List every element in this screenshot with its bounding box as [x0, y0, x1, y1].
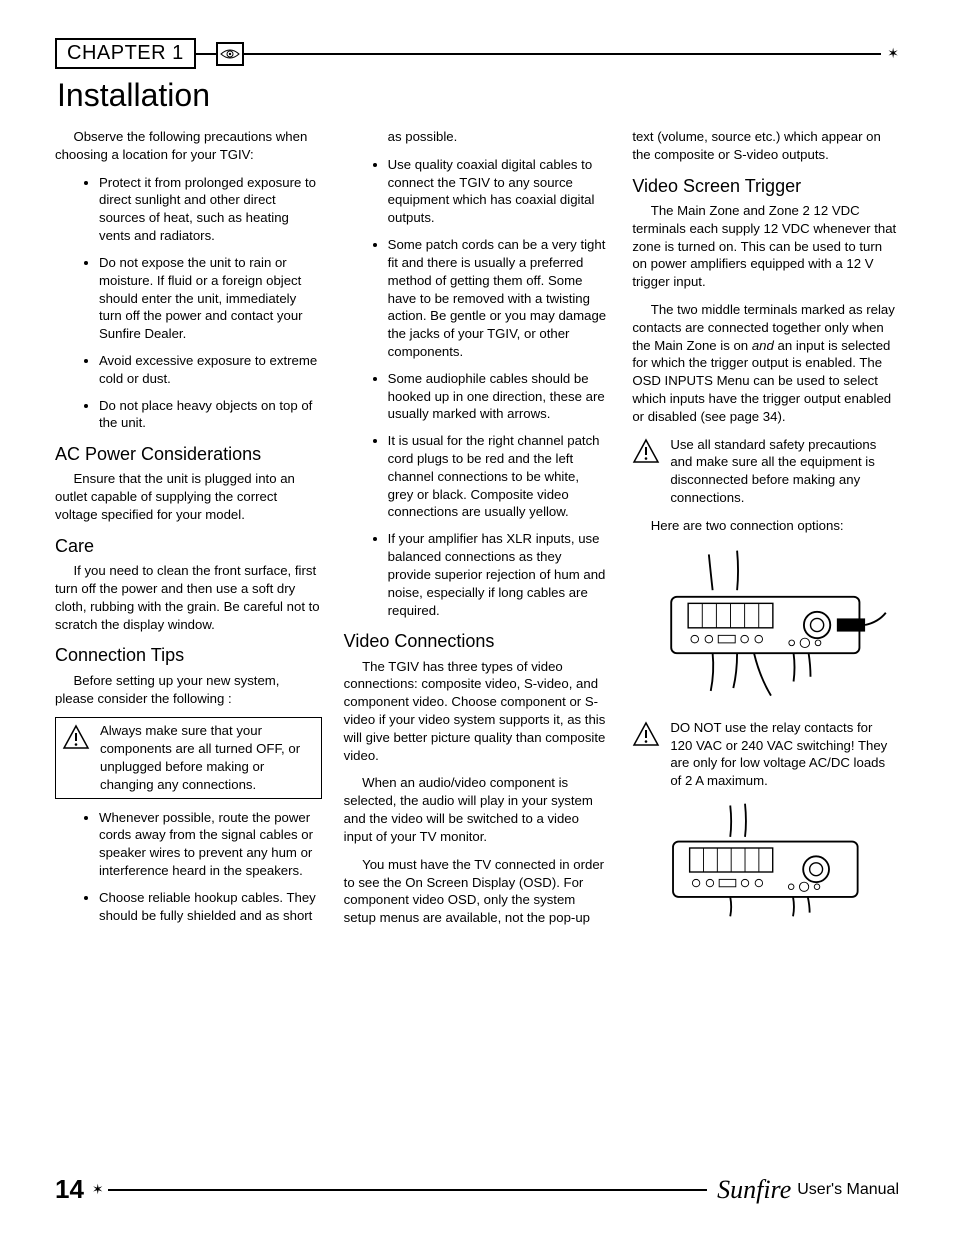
page-header: CHAPTER 1 ✶	[55, 38, 899, 69]
chapter-label: CHAPTER 1	[55, 38, 196, 69]
brand-name: Sunfire	[717, 1175, 791, 1205]
precautions-list: Protect it from prolonged exposure to di…	[55, 174, 322, 433]
list-item: Some patch cords can be a very tight fit…	[388, 236, 611, 361]
eye-icon	[216, 42, 244, 66]
star-icon: ✶	[887, 45, 899, 62]
warning-text: Always make sure that your components ar…	[100, 722, 315, 793]
list-item: Do not place heavy objects on top of the…	[99, 397, 322, 433]
header-rule-short2	[244, 53, 264, 55]
list-item: Avoid excessive exposure to extreme cold…	[99, 352, 322, 388]
list-item: If your amplifier has XLR inputs, use ba…	[388, 530, 611, 619]
trigger-p3: Here are two connection options:	[632, 517, 899, 535]
section-heading-trigger: Video Screen Trigger	[632, 174, 899, 198]
footer-rule	[108, 1189, 707, 1191]
warning-text: Use all standard safety precautions and …	[670, 436, 895, 507]
page-title: Installation	[57, 77, 899, 114]
warning-icon	[62, 724, 90, 750]
section-heading-ac: AC Power Considerations	[55, 442, 322, 466]
header-rule-short	[196, 53, 216, 55]
warning-block: Use all standard safety precautions and …	[632, 436, 899, 507]
section-heading-video: Video Connections	[344, 629, 611, 653]
connection-diagram-2	[632, 800, 899, 920]
connection-diagram-1	[632, 545, 899, 705]
star-icon: ✶	[92, 1181, 104, 1198]
intro-paragraph: Observe the following precautions when c…	[55, 128, 322, 164]
tips-list-2: Use quality coaxial digital cables to co…	[344, 156, 611, 620]
list-item: Whenever possible, route the power cords…	[99, 809, 322, 880]
list-item: Do not expose the unit to rain or moistu…	[99, 254, 322, 343]
list-item: Some audiophile cables should be hooked …	[388, 370, 611, 423]
care-paragraph: If you need to clean the front surface, …	[55, 562, 322, 633]
body-columns: Observe the following precautions when c…	[55, 128, 899, 929]
video-p1: The TGIV has three types of video connec…	[344, 658, 611, 765]
tips-intro: Before setting up your new system, pleas…	[55, 672, 322, 708]
warning-icon	[632, 438, 660, 464]
footer-label: User's Manual	[797, 1181, 899, 1199]
section-heading-tips: Connection Tips	[55, 643, 322, 667]
video-p2: When an audio/video component is selecte…	[344, 774, 611, 845]
page-number: 14	[55, 1174, 84, 1205]
warning-text: DO NOT use the relay contacts for 120 VA…	[670, 719, 895, 790]
page-footer: 14 ✶ Sunfire User's Manual	[55, 1174, 899, 1205]
trigger-p2: The two middle terminals marked as relay…	[632, 301, 899, 426]
list-item: Protect it from prolonged exposure to di…	[99, 174, 322, 245]
list-item: It is usual for the right channel patch …	[388, 432, 611, 521]
warning-block-2: DO NOT use the relay contacts for 120 VA…	[632, 719, 899, 790]
ac-paragraph: Ensure that the unit is plugged into an …	[55, 470, 322, 523]
trigger-p1: The Main Zone and Zone 2 12 VDC terminal…	[632, 202, 899, 291]
list-item: Use quality coaxial digital cables to co…	[388, 156, 611, 227]
section-heading-care: Care	[55, 534, 322, 558]
header-rule-long	[264, 53, 882, 55]
trigger-p2b: and	[752, 338, 774, 353]
warning-box: Always make sure that your components ar…	[55, 717, 322, 798]
warning-icon	[632, 721, 660, 747]
